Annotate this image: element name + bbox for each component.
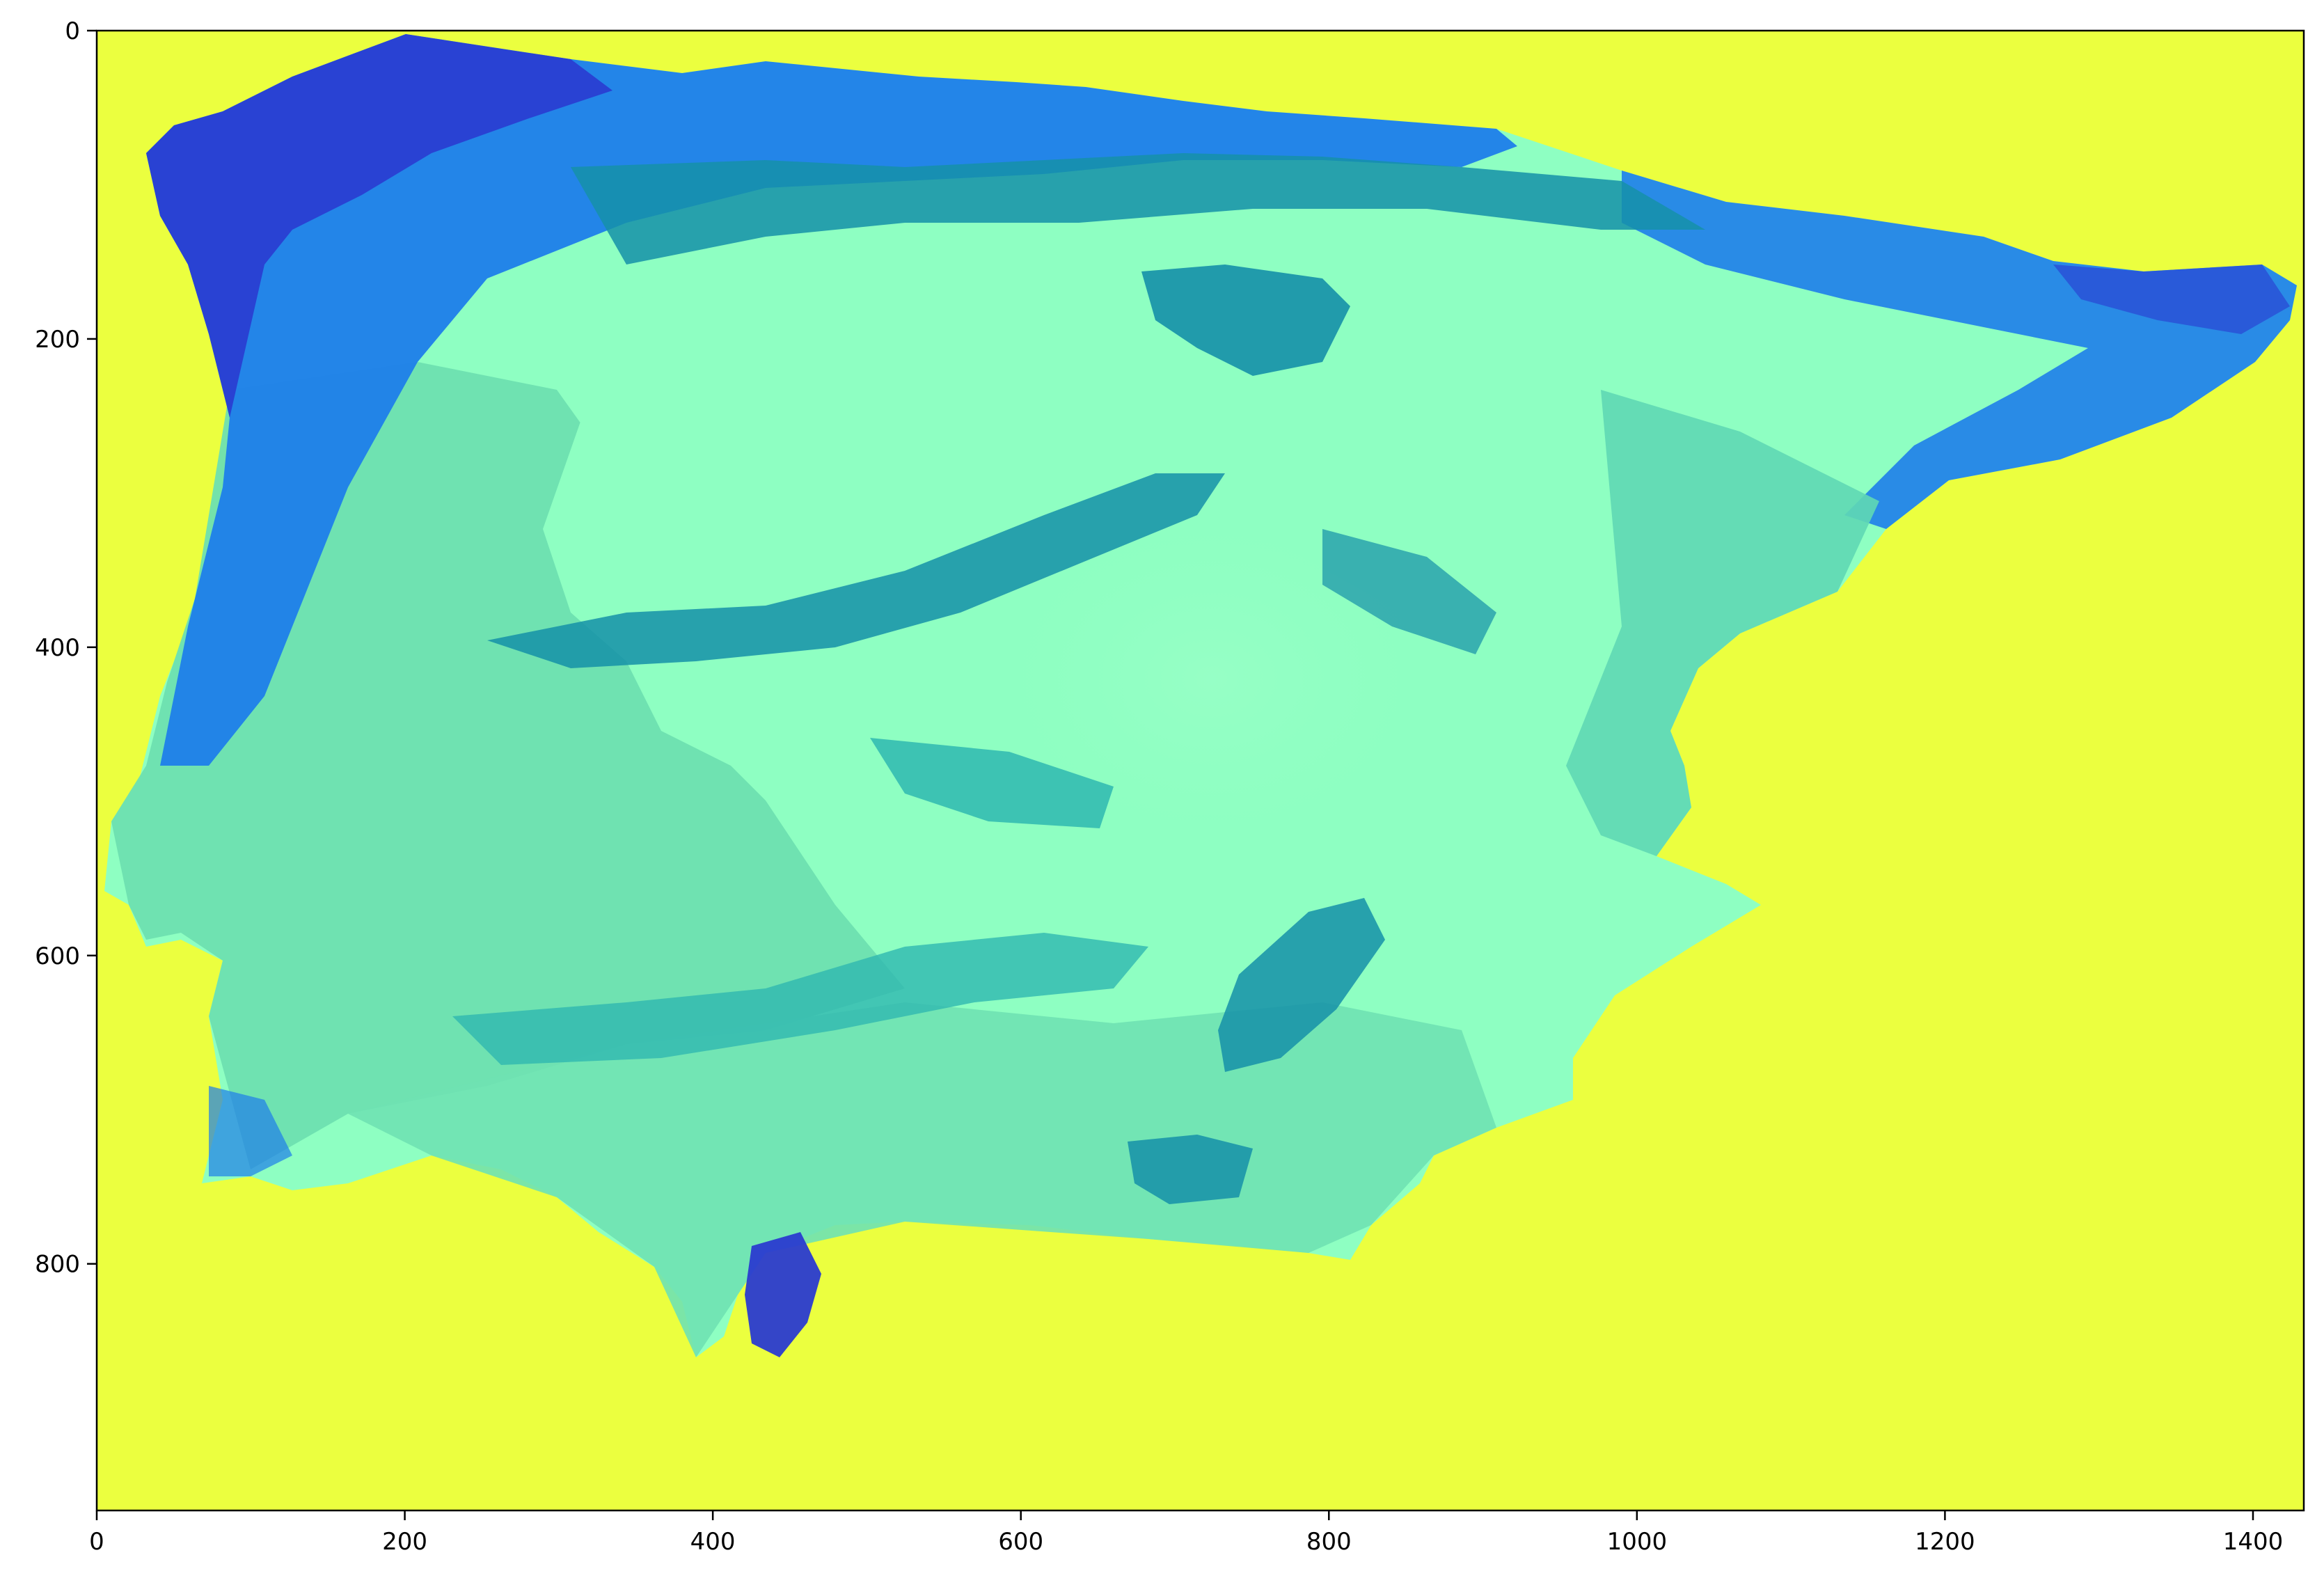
x-tick-label: 1200 [1915,1528,1975,1556]
y-axis: 0 200 400 600 800 [35,17,97,1279]
land-feature-iberian-range [1141,265,1350,376]
x-tick-label: 1000 [1607,1528,1668,1556]
y-tick-label: 600 [35,942,80,970]
y-tick-label: 800 [35,1251,80,1279]
x-tick-label: 800 [1306,1528,1352,1556]
land-feature-east-range [1322,529,1496,654]
land-feature-algarve-blue [209,1086,292,1176]
land-feature-grazalema-blue [745,1232,821,1357]
x-tick-label: 400 [690,1528,736,1556]
land-feature-sierra-nevada [1128,1135,1253,1204]
land-feature-toledo-hills [870,738,1114,828]
land-feature-central-system [487,473,1225,668]
land-feature-betic-range [1218,898,1385,1072]
axes-frame [95,29,2305,1512]
y-tick-label: 400 [35,634,80,662]
land-zone-north-dark-teal [571,153,1705,265]
land-zone-east-teal [1566,390,1879,856]
land-zone-northwest-blue [146,34,1517,766]
land-zone-northeast-blue [1622,171,2297,529]
y-tick-label: 0 [65,17,80,45]
x-tick-label: 1400 [2223,1528,2284,1556]
y-tick-label: 200 [35,326,80,354]
x-tick-label: 200 [382,1528,427,1556]
x-tick-label: 0 [89,1528,104,1556]
land-zone-northwest-darkblue [146,34,612,418]
land-feature-pyrenees-dark [2053,265,2290,334]
land-zone-south-teal [348,1002,1496,1357]
x-tick-label: 600 [998,1528,1043,1556]
x-axis: 0 200 400 600 800 1000 1200 1400 [89,1510,2283,1556]
heatmap-plot-area [97,31,2304,1510]
land-feature-sierra-morena [452,933,1148,1065]
